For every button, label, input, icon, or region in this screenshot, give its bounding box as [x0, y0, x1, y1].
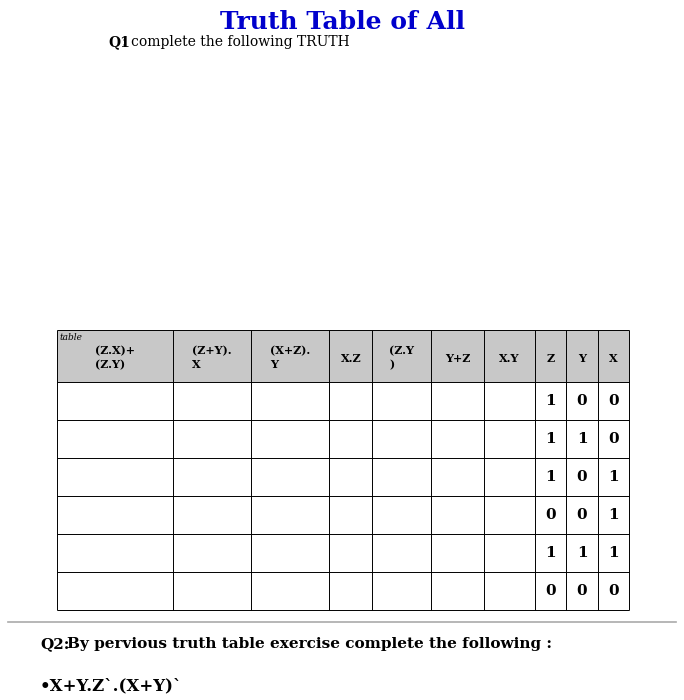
Text: 0: 0 — [608, 432, 618, 446]
Bar — [57, 534, 629, 572]
Text: table: table — [60, 332, 83, 342]
Text: •X+Y.Z`.(X+Y)`: •X+Y.Z`.(X+Y)` — [40, 678, 183, 694]
Text: X.Y: X.Y — [499, 353, 520, 363]
Text: Q2:: Q2: — [40, 637, 69, 651]
Text: X: X — [609, 353, 618, 363]
Text: 0: 0 — [577, 584, 588, 598]
Text: 0: 0 — [577, 394, 588, 408]
Text: Q1: Q1 — [108, 35, 130, 49]
Text: Y+Z: Y+Z — [445, 353, 470, 363]
Text: 1: 1 — [608, 508, 618, 522]
Text: 0: 0 — [577, 508, 588, 522]
Text: 0: 0 — [545, 508, 556, 522]
Text: 0: 0 — [577, 470, 588, 484]
Text: (Z.X)+
(Z.Y): (Z.X)+ (Z.Y) — [95, 346, 135, 370]
Bar — [57, 458, 629, 496]
Bar — [57, 330, 629, 382]
Text: Z: Z — [547, 353, 555, 363]
Text: 1: 1 — [545, 432, 556, 446]
Bar — [57, 496, 629, 534]
Text: 1: 1 — [545, 546, 556, 560]
Text: 1: 1 — [545, 394, 556, 408]
Text: 1: 1 — [608, 470, 618, 484]
Text: 1: 1 — [577, 546, 588, 560]
Text: 1: 1 — [608, 546, 618, 560]
Text: 1: 1 — [577, 432, 588, 446]
Text: Truth Table of All: Truth Table of All — [220, 10, 464, 34]
Text: Y: Y — [578, 353, 586, 363]
Text: By pervious truth table exercise complete the following :: By pervious truth table exercise complet… — [67, 637, 552, 651]
Bar — [57, 572, 629, 610]
Text: (Z+Y).
X: (Z+Y). X — [192, 346, 232, 370]
Text: : complete the following TRUTH: : complete the following TRUTH — [122, 35, 350, 49]
Text: (X+Z).
Y: (X+Z). Y — [270, 346, 310, 370]
Text: 1: 1 — [545, 470, 556, 484]
Text: X.Z: X.Z — [341, 353, 361, 363]
Text: 0: 0 — [608, 394, 618, 408]
Text: 0: 0 — [545, 584, 556, 598]
Text: (Z.Y
): (Z.Y ) — [389, 346, 414, 370]
Bar — [57, 420, 629, 458]
Bar — [57, 382, 629, 420]
Text: 0: 0 — [608, 584, 618, 598]
